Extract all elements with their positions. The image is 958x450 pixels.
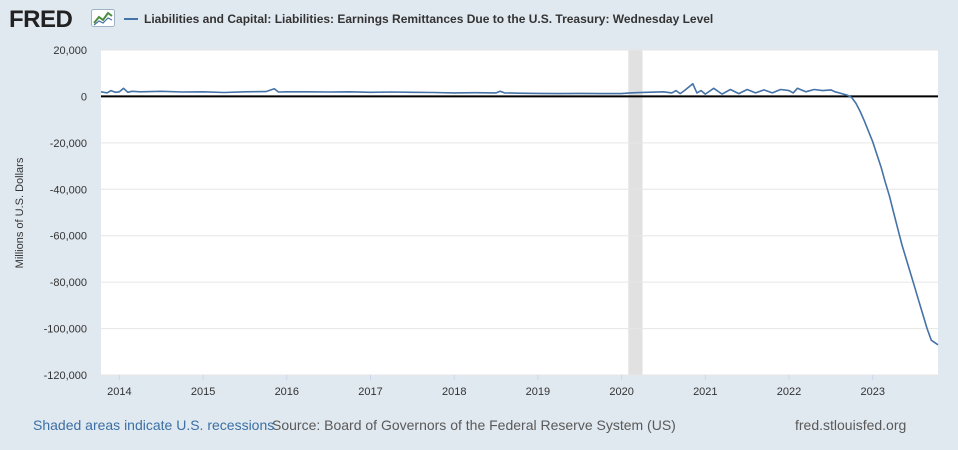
y-tick-label: -40,000: [50, 184, 87, 196]
y-axis-ticks: 20,000 0 -20,000 -40,000 -60,000 -80,000 -100,…: [44, 45, 87, 382]
plot-area: [101, 50, 938, 375]
fred-graph-icon: [91, 9, 115, 27]
fred-logo[interactable]: FRED: [9, 6, 73, 33]
x-tick-label: 2018: [442, 386, 466, 398]
y-tick-label: 0: [81, 91, 87, 103]
y-tick-label: 20,000: [53, 45, 87, 57]
series-line[interactable]: [100, 82, 939, 346]
x-tick-label: 2020: [609, 386, 633, 398]
x-tick-label: 2015: [191, 386, 215, 398]
x-tick-label: 2014: [107, 386, 131, 398]
chart-legend: Liabilities and Capital: Liabilities: Ea…: [124, 10, 713, 28]
y-tick-label: -120,000: [44, 370, 87, 382]
y-axis-label: Millions of U.S. Dollars: [14, 157, 26, 268]
site-url-link[interactable]: fred.stlouisfed.org: [795, 417, 907, 433]
y-tick-label: -100,000: [44, 324, 87, 336]
legend-series-label[interactable]: Liabilities and Capital: Liabilities: Ea…: [144, 12, 714, 26]
source-text: Source: Board of Governors of the Federa…: [272, 417, 676, 433]
y-tick-label: -80,000: [50, 277, 87, 289]
x-tick-label: 2023: [860, 386, 884, 398]
recession-shading-layer: [628, 50, 643, 375]
x-axis-ticks: 2014 2015 2016 2017 2018 2019 2020 2021 2022 2023: [107, 375, 885, 398]
x-tick-label: 2017: [358, 386, 382, 398]
y-tick-label: -20,000: [50, 138, 87, 150]
x-tick-label: 2019: [526, 386, 550, 398]
x-tick-label: 2022: [777, 386, 801, 398]
legend-swatch: [124, 18, 138, 20]
recession-band: [628, 50, 643, 375]
y-tick-label: -60,000: [50, 231, 87, 243]
recessions-link[interactable]: Shaded areas indicate U.S. recessions: [33, 417, 275, 433]
x-tick-label: 2016: [275, 386, 299, 398]
x-tick-label: 2021: [693, 386, 717, 398]
